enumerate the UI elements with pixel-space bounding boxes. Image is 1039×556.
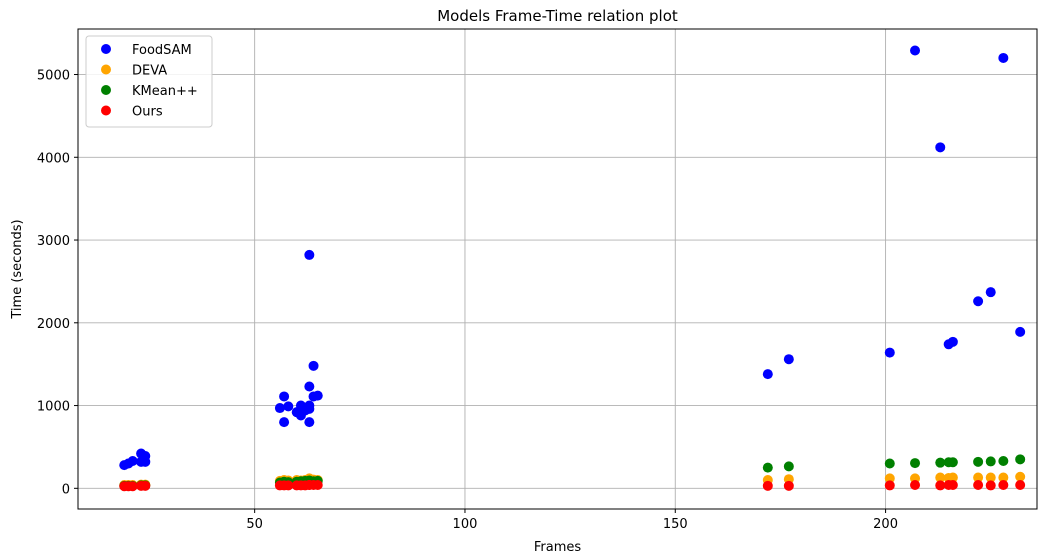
data-point (783, 480, 794, 491)
data-point (140, 480, 151, 491)
legend-marker (101, 105, 111, 116)
data-point (973, 296, 984, 307)
data-point (935, 472, 946, 483)
x-tick-label: 150 (663, 517, 688, 532)
data-point (304, 403, 315, 414)
data-point (1015, 471, 1026, 482)
y-axis-label: Time (seconds) (10, 219, 25, 319)
plot-frame (77, 28, 1038, 510)
y-tick-label: 4000 (37, 151, 70, 166)
data-point (783, 461, 794, 472)
data-point (910, 45, 921, 56)
data-point (884, 473, 895, 484)
data-point (973, 456, 984, 467)
data-point (985, 480, 996, 491)
data-point (783, 354, 794, 365)
chart-title: Models Frame-Time relation plot (437, 7, 678, 25)
data-point (935, 480, 946, 491)
data-point (283, 401, 294, 412)
data-point (274, 403, 285, 414)
data-point (140, 456, 151, 467)
data-point (947, 472, 958, 483)
data-point (884, 458, 895, 469)
data-point (884, 347, 895, 358)
data-point (304, 381, 315, 392)
data-point (910, 480, 921, 490)
data-point (127, 481, 138, 492)
x-tick-label: 200 (873, 517, 898, 532)
grid-lines (78, 29, 1037, 509)
legend-label: FoodSAM (132, 43, 192, 58)
x-axis-label: Frames (534, 540, 582, 555)
data-point (935, 142, 946, 153)
data-point (762, 369, 773, 380)
data-point (127, 456, 138, 466)
data-point (998, 472, 1009, 483)
data-point (762, 462, 773, 473)
y-tick-label: 1000 (37, 400, 70, 415)
data-point (998, 456, 1009, 466)
data-point (308, 360, 319, 371)
data-point (1015, 326, 1026, 337)
data-point (998, 480, 1009, 490)
legend-label: KMean++ (132, 84, 198, 99)
data-points (119, 45, 1026, 492)
data-point (283, 480, 294, 491)
x-tick-label: 50 (246, 517, 263, 532)
data-point (947, 336, 958, 347)
legend-label: Ours (132, 105, 163, 120)
data-point (1015, 480, 1026, 490)
legend-label: DEVA (132, 64, 167, 79)
data-point (998, 52, 1009, 63)
data-point (973, 480, 984, 490)
legend-box (85, 35, 213, 128)
legend-marker (101, 64, 111, 75)
data-point (762, 480, 773, 491)
data-point (985, 287, 996, 298)
y-tick-label: 0 (62, 482, 70, 497)
series-ours (119, 480, 1026, 492)
data-point (947, 480, 958, 490)
legend: FoodSAM DEVA KMean++ Ours (85, 35, 213, 128)
y-tick-label: 3000 (37, 234, 70, 249)
data-point (279, 391, 290, 402)
series-foodsam (119, 45, 1026, 471)
y-tick-label: 5000 (37, 69, 70, 84)
x-tick-label: 100 (453, 517, 478, 532)
data-point (279, 417, 290, 428)
data-point (985, 456, 996, 467)
data-point (1015, 454, 1026, 465)
data-point (312, 480, 323, 490)
y-tick-label: 2000 (37, 317, 70, 332)
data-point (910, 458, 921, 469)
data-point (973, 472, 984, 483)
data-point (985, 472, 996, 483)
legend-marker (101, 85, 111, 95)
data-point (884, 480, 895, 491)
legend-marker (101, 44, 111, 54)
data-point (935, 457, 946, 468)
data-point (312, 390, 323, 401)
data-point (304, 417, 315, 428)
data-point (304, 249, 315, 260)
data-point (947, 457, 958, 468)
